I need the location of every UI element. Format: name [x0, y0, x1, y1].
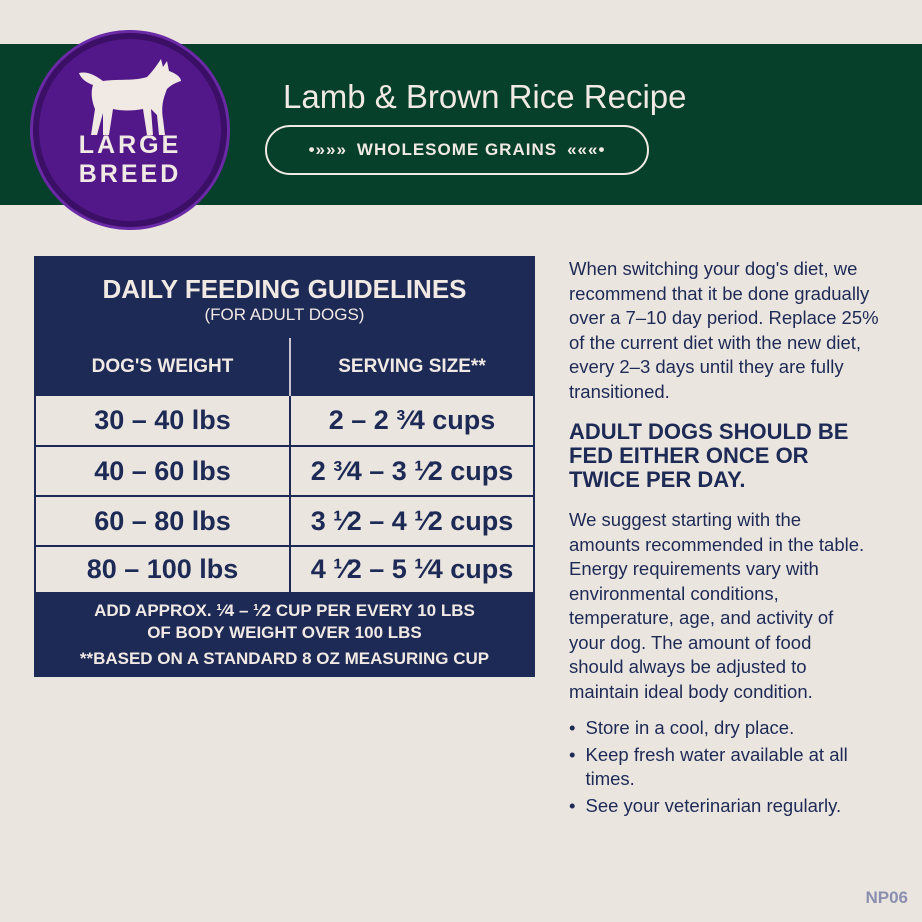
tag-label: WHOLESOME GRAINS [356, 140, 558, 159]
recipe-title: Lamb & Brown Rice Recipe [283, 78, 687, 115]
row-weight: 60 – 80 lbs [94, 505, 231, 536]
row-serving: 2 ³⁄4 – 3 ¹⁄2 cups [310, 455, 514, 486]
large-breed-badge: LARGE BREED [33, 33, 227, 227]
row-serving: 3 ¹⁄2 – 4 ¹⁄2 cups [310, 505, 514, 536]
wheat-right-icon: «««• [567, 140, 606, 159]
dog-silhouette-icon [79, 59, 181, 135]
column-divider [289, 396, 291, 592]
column-headers: DOG'S WEIGHT SERVING SIZE** [36, 338, 533, 396]
transition-text: When switching your dog's diet, we recom… [569, 258, 879, 402]
col-serving: SERVING SIZE** [338, 356, 486, 377]
amount-text: We suggest starting with the amounts rec… [569, 509, 865, 702]
table-footer: ADD APPROX. ¹⁄4 – ¹⁄2 CUP PER EVERY 10 L… [36, 592, 533, 675]
table-header: DAILY FEEDING GUIDELINES (FOR ADULT DOGS… [36, 258, 533, 338]
list-item: • See your veterinarian regularly. [569, 794, 842, 816]
list-item: • Store in a cool, dry place. [569, 717, 795, 738]
tips-list: • Store in a cool, dry place. • Keep fresh… [569, 716, 899, 818]
feeding-frequency-heading: ADULT DOGS SHOULD BE FED EITHER ONCE OR … [569, 419, 849, 492]
footer-note-1: ADD APPROX. ¹⁄4 – ¹⁄2 CUP PER EVERY 10 L… [94, 601, 475, 620]
wholesome-grains-tag: •»»» WHOLESOME GRAINS «««• [265, 125, 649, 175]
list-item: • Keep fresh water available at all times… [569, 743, 848, 790]
col-weight: DOG'S WEIGHT [91, 356, 234, 377]
row-serving: 2 – 2 ³⁄4 cups [328, 405, 496, 435]
badge-line-2: BREED [78, 160, 182, 188]
footer-note-2: OF BODY WEIGHT OVER 100 LBS [147, 623, 422, 642]
row-serving: 4 ¹⁄2 – 5 ¹⁄4 cups [310, 554, 514, 584]
wheat-left-icon: •»»» [308, 140, 347, 159]
product-code: NP06 [865, 888, 908, 907]
table-title: DAILY FEEDING GUIDELINES [102, 274, 467, 304]
feeding-table: DAILY FEEDING GUIDELINES (FOR ADULT DOGS… [34, 256, 535, 677]
badge-line-1: LARGE [78, 131, 182, 159]
table-subtitle: (FOR ADULT DOGS) [204, 305, 365, 324]
row-weight: 40 – 60 lbs [94, 455, 231, 486]
footer-note-3: **BASED ON A STANDARD 8 OZ MEASURING CUP [79, 649, 490, 668]
row-weight: 80 – 100 lbs [86, 554, 239, 584]
row-weight: 30 – 40 lbs [94, 405, 231, 435]
